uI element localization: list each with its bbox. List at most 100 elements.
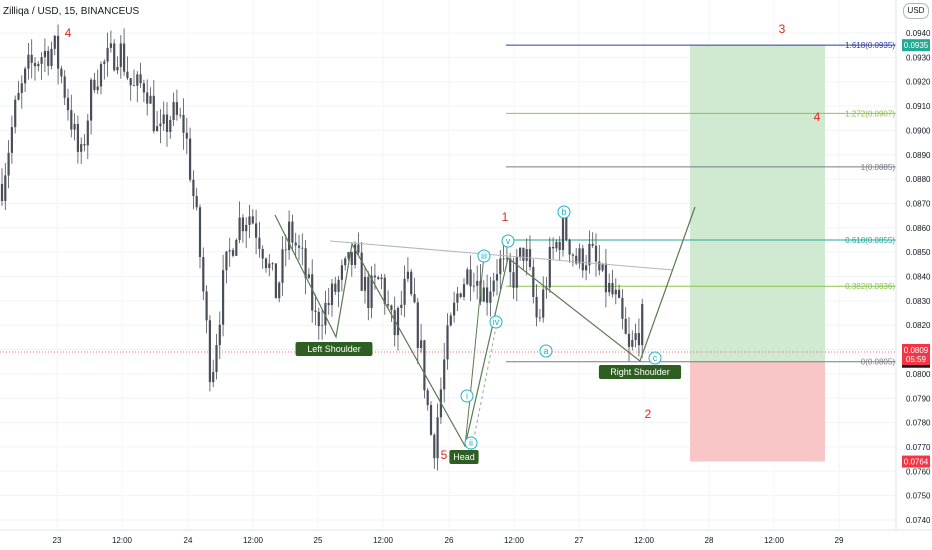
candle-body bbox=[591, 243, 594, 246]
candle-body bbox=[33, 62, 37, 67]
time-tick-label: 24 bbox=[184, 536, 193, 545]
candle-body bbox=[618, 289, 621, 298]
price-tick-label: 0.0890 bbox=[906, 151, 931, 160]
time-tick-label: 12:00 bbox=[373, 536, 394, 545]
wave-label-circle bbox=[464, 436, 478, 450]
candle-body bbox=[123, 43, 126, 72]
wave-label-text: iv bbox=[493, 317, 500, 327]
wave-label-text: c bbox=[653, 353, 658, 363]
candle-body bbox=[175, 102, 178, 115]
fib-level-label: 1.272(0.0907) bbox=[845, 109, 895, 118]
time-tick-label: 12:00 bbox=[634, 536, 655, 545]
candle-body bbox=[17, 92, 20, 100]
candle-body bbox=[489, 291, 492, 303]
time-tick-label: 27 bbox=[575, 536, 584, 545]
pattern-label-bg bbox=[295, 342, 373, 356]
candle-body bbox=[225, 251, 228, 271]
candle-body bbox=[449, 315, 452, 326]
candle-body bbox=[132, 85, 136, 87]
price-axis[interactable]: 0.0740 0.0750 0.0760 0.0770 0.0780 0.0790 0.08… bbox=[906, 29, 931, 525]
candle-body bbox=[83, 144, 86, 146]
candle-body bbox=[189, 138, 192, 180]
candle-body bbox=[578, 248, 581, 264]
candle-body bbox=[294, 242, 297, 246]
wave-label-text: iii bbox=[481, 251, 487, 261]
candle-body bbox=[288, 221, 291, 251]
candle-body bbox=[261, 248, 264, 259]
time-tick-label: 25 bbox=[314, 536, 323, 545]
candle-body bbox=[24, 68, 27, 84]
neckline bbox=[329, 240, 674, 271]
candle-body bbox=[436, 417, 439, 459]
price-tick-label: 0.0860 bbox=[906, 224, 931, 233]
candle-body bbox=[57, 35, 60, 69]
candle-body bbox=[27, 54, 30, 69]
candle-body bbox=[96, 86, 99, 91]
candle-body bbox=[585, 265, 588, 271]
candle-body bbox=[538, 317, 541, 319]
candle-body bbox=[598, 261, 601, 271]
candle-body bbox=[152, 95, 155, 132]
time-tick-label: 12:00 bbox=[764, 536, 785, 545]
fib-level-label: 0.618(0.0855) bbox=[845, 236, 895, 245]
price-tick-label: 0.0740 bbox=[906, 516, 931, 525]
candle-body bbox=[509, 258, 512, 273]
candle-body bbox=[568, 239, 571, 255]
target-zone bbox=[690, 45, 825, 362]
wave-label-red: 3 bbox=[779, 22, 786, 36]
candle-body bbox=[274, 263, 277, 299]
candle-body bbox=[182, 115, 185, 133]
candle-body bbox=[14, 99, 17, 128]
price-tick-label: 0.0930 bbox=[906, 53, 931, 62]
candle-body bbox=[66, 97, 70, 111]
candle-body bbox=[179, 114, 182, 116]
candle-body bbox=[426, 390, 429, 406]
candle-body bbox=[396, 307, 400, 336]
candle-body bbox=[90, 79, 93, 121]
candle-body bbox=[552, 247, 555, 249]
candle-body bbox=[373, 275, 376, 278]
candlestick-series bbox=[0, 24, 644, 471]
candle-body bbox=[406, 271, 409, 279]
time-tick-label: 12:00 bbox=[243, 536, 264, 545]
price-tick-label: 0.0910 bbox=[906, 102, 931, 111]
candle-body bbox=[641, 304, 644, 346]
wave-label-red: 2 bbox=[645, 407, 652, 421]
candle-body bbox=[281, 249, 284, 283]
candle-body bbox=[495, 274, 499, 281]
candle-body bbox=[284, 249, 287, 251]
candle-body bbox=[165, 114, 169, 132]
price-tick-label: 0.0870 bbox=[906, 199, 931, 208]
candle-body bbox=[456, 293, 459, 303]
fib-level-label: 1(0.0885) bbox=[861, 163, 896, 172]
candle-body bbox=[208, 320, 211, 383]
candle-body bbox=[611, 282, 614, 295]
candle-body bbox=[93, 79, 96, 91]
wave-label-text: i bbox=[466, 391, 468, 401]
candle-body bbox=[195, 196, 198, 208]
time-tick-label: 12:00 bbox=[504, 536, 525, 545]
wave-label-circle bbox=[460, 389, 474, 403]
candle-body bbox=[314, 310, 317, 312]
candle-body bbox=[258, 237, 261, 249]
candle-body bbox=[80, 144, 83, 152]
candle-body bbox=[109, 43, 112, 48]
candle-body bbox=[235, 239, 238, 256]
candle-body bbox=[416, 302, 419, 349]
candle-body bbox=[433, 434, 436, 459]
candle-body bbox=[429, 405, 433, 435]
candle-body bbox=[453, 302, 456, 316]
time-tick-label: 28 bbox=[705, 536, 714, 545]
wave-label-text: v bbox=[506, 236, 511, 246]
candle-body bbox=[241, 217, 244, 232]
candle-body bbox=[472, 285, 475, 287]
candle-body bbox=[571, 254, 574, 256]
candle-body bbox=[40, 57, 43, 64]
time-axis[interactable]: 23 12:00 24 12:00 25 12:00 26 12:00 27 12:00 28 12:… bbox=[53, 536, 844, 545]
price-tick-label: 0.0830 bbox=[906, 297, 931, 306]
fib-level-label: 0.382(0.0836) bbox=[845, 282, 895, 291]
candle-body bbox=[555, 241, 558, 249]
currency-button[interactable]: USD bbox=[903, 3, 929, 19]
wave-label-text: b bbox=[561, 207, 566, 217]
